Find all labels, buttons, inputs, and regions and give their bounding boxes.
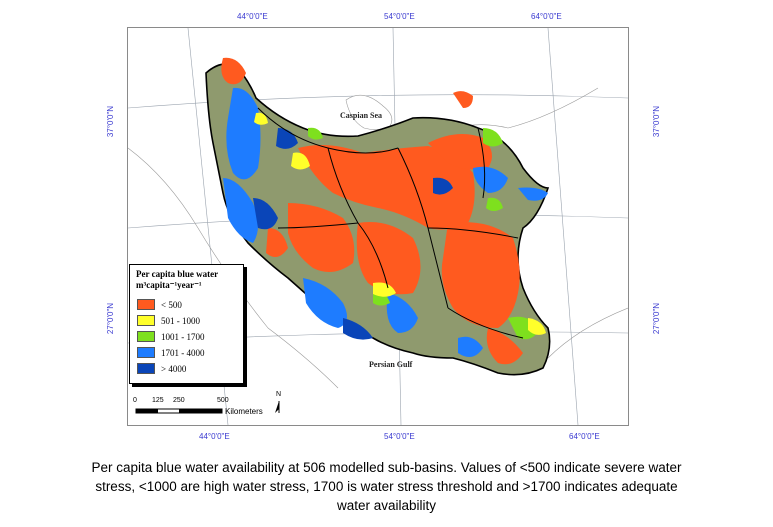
legend-swatch: [137, 363, 155, 374]
legend-title: Per capita blue water m³capita⁻¹year⁻¹: [136, 269, 218, 291]
region-lt500: [221, 57, 523, 365]
legend-title-line1: Per capita blue water: [136, 269, 219, 279]
figure-caption: Per capita blue water availability at 50…: [0, 458, 773, 515]
scale-bar-graphic: [135, 401, 280, 414]
region-1701-4000: [223, 87, 548, 357]
legend-label: < 500: [161, 299, 182, 310]
legend-item: < 500: [137, 299, 182, 310]
bottom-label-44: 44°0'0"E: [199, 432, 230, 441]
legend-swatch: [137, 299, 155, 310]
legend-item: 1001 - 1700: [137, 331, 205, 342]
legend-item: 1701 - 4000: [137, 347, 205, 358]
bottom-label-64: 64°0'0"E: [569, 432, 600, 441]
top-label-54: 54°0'0"E: [384, 12, 415, 21]
scale-tick-125: 125: [152, 397, 164, 404]
scale-tick-250: 250: [173, 397, 185, 404]
legend-label: > 4000: [161, 363, 187, 374]
persian-gulf-label: Persian Gulf: [369, 360, 413, 369]
legend-swatch: [137, 347, 155, 358]
legend-label: 1001 - 1700: [161, 331, 205, 342]
legend-item: 501 - 1000: [137, 315, 200, 326]
caption-line-1: Per capita blue water availability at 50…: [91, 460, 682, 475]
right-label-37: 37°0'0"N: [652, 105, 662, 138]
basin-map: [128, 28, 628, 425]
top-label-44: 44°0'0"E: [237, 12, 268, 21]
top-label-64: 64°0'0"E: [531, 12, 562, 21]
bottom-label-54: 54°0'0"E: [384, 432, 415, 441]
scale-unit: Kilometers: [225, 407, 263, 416]
legend-label: 501 - 1000: [161, 315, 200, 326]
caption-line-2: stress, <1000 are high water stress, 170…: [95, 479, 678, 494]
legend-item: > 4000: [137, 363, 186, 374]
right-label-27: 27°0'0"N: [652, 302, 662, 335]
caption-line-3: water availability: [336, 498, 437, 513]
north-label: N: [276, 391, 282, 398]
province-boundaries: [257, 107, 524, 339]
legend: Per capita blue water m³capita⁻¹year⁻¹ <…: [129, 264, 244, 384]
scale-bar: 0 125 250 500 Kilometers N: [133, 391, 293, 423]
scale-tick-500: 500: [217, 397, 229, 404]
region-501-1000: [254, 112, 546, 335]
north-arrowhead-icon: [275, 401, 279, 413]
legend-swatch: [137, 315, 155, 326]
legend-swatch: [137, 331, 155, 342]
region-gt4000: [253, 128, 453, 340]
caspian-sea-label: Caspian Sea: [340, 111, 383, 120]
scale-tick-0: 0: [133, 397, 137, 404]
legend-label: 1701 - 4000: [161, 347, 205, 358]
left-label-37: 37°0'0"N: [106, 105, 116, 138]
legend-title-line2: m³capita⁻¹year⁻¹: [136, 280, 202, 290]
left-label-27: 27°0'0"N: [106, 302, 116, 335]
